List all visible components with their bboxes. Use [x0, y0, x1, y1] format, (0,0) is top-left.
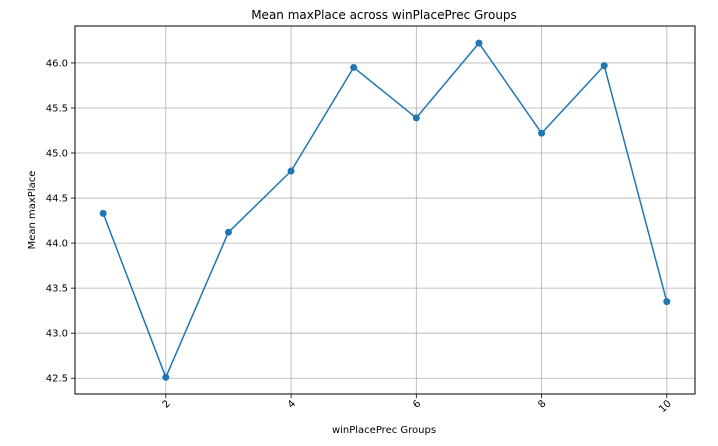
y-tick-label: 46.0: [46, 58, 68, 69]
y-tick-label: 45.0: [46, 149, 68, 160]
x-tick-label: 6: [411, 398, 423, 410]
data-point: [538, 129, 546, 137]
series-group: [99, 39, 671, 381]
data-point: [412, 114, 420, 122]
y-tick-label: 45.5: [46, 103, 68, 114]
y-tick-label: 44.5: [46, 194, 68, 205]
data-point: [350, 63, 358, 71]
plot-area-frame: [74, 25, 696, 395]
data-point: [162, 373, 170, 381]
x-axis: 2 4 6 8 10: [161, 394, 674, 415]
y-axis-title: Mean maxPlace: [27, 171, 38, 250]
x-tick-label: 8: [536, 398, 548, 410]
data-point: [475, 39, 483, 47]
data-point: [224, 228, 232, 236]
x-axis-title: winPlacePrec Groups: [332, 425, 436, 436]
x-tick-label: 2: [161, 398, 173, 410]
data-point: [663, 298, 671, 306]
y-tick-label: 44.0: [46, 239, 68, 250]
data-point: [287, 167, 295, 175]
y-tick-label: 43.0: [46, 329, 68, 340]
y-axis: 42.5 43.0 43.5 44.0 44.5 45.0 45.5 46.0: [46, 58, 75, 385]
x-tick-label: 10: [657, 398, 674, 415]
y-tick-label: 43.5: [46, 284, 68, 295]
x-tick-label: 4: [286, 398, 298, 410]
data-point: [99, 209, 107, 217]
grid-lines: [75, 26, 695, 394]
series-line: [102, 42, 668, 379]
chart-title: Mean maxPlace across winPlacePrec Groups: [251, 8, 517, 22]
y-tick-label: 42.5: [46, 374, 68, 385]
data-point: [600, 62, 608, 70]
